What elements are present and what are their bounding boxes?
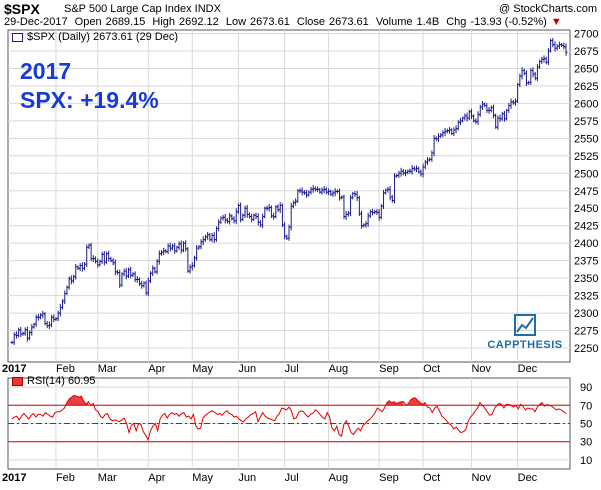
- credit: @ StockCharts.com: [499, 3, 597, 15]
- high-label: High: [152, 16, 176, 28]
- price-x-tick: Apr: [148, 363, 165, 375]
- quote-date: 29-Dec-2017: [4, 16, 68, 28]
- logo-text: CAPPTHESIS: [487, 339, 563, 351]
- chg-value: -13.93 (-0.52%): [470, 16, 547, 28]
- quote-line: 29-Dec-2017 Open 2689.15 High 2692.12 Low 2…: [4, 16, 566, 28]
- rsi-legend: RSI(14) 60.95: [12, 375, 95, 387]
- price-y-tick: 2600: [574, 98, 598, 110]
- price-panel-frame: [7, 29, 571, 363]
- price-y-tick: 2300: [574, 308, 598, 320]
- rsi-x-tick: Sep: [379, 472, 399, 484]
- price-x-tick: Feb: [56, 363, 75, 375]
- annotation-return: SPX: +19.4%: [20, 87, 159, 113]
- rsi-line: [11, 394, 567, 442]
- price-y-tick: 2675: [574, 46, 598, 58]
- price-y-tick: 2325: [574, 291, 598, 303]
- price-y-tick: 2550: [574, 133, 598, 145]
- price-y-tick: 2250: [574, 343, 598, 355]
- price-y-tick: 2575: [574, 116, 598, 128]
- rsi-x-tick: 2017: [2, 472, 26, 484]
- price-y-tick: 2525: [574, 151, 598, 163]
- rsi-overbought-fill: [66, 395, 89, 406]
- price-y-tick: 2350: [574, 273, 598, 285]
- rsi-y-tick: 90: [580, 382, 592, 394]
- rsi-x-tick: May: [192, 472, 213, 484]
- symbol: $SPX: [4, 1, 40, 17]
- rsi-x-tick: Nov: [471, 472, 491, 484]
- price-x-tick: Nov: [471, 363, 491, 375]
- low-value: 2673.61: [250, 16, 290, 28]
- high-value: 2692.12: [179, 16, 219, 28]
- price-y-tick: 2450: [574, 203, 598, 215]
- rsi-y-tick: 70: [580, 400, 592, 412]
- price-y-tick: 2500: [574, 168, 598, 180]
- price-y-tick: 2700: [574, 28, 598, 40]
- rsi-x-tick: Feb: [56, 472, 75, 484]
- price-x-tick: Sep: [379, 363, 399, 375]
- price-y-tick: 2475: [574, 186, 598, 198]
- price-legend-text: $SPX (Daily) 2673.61 (29 Dec): [27, 31, 179, 43]
- annotation-year: 2017: [20, 58, 72, 84]
- price-y-tick: 2625: [574, 81, 598, 93]
- rsi-x-tick: Jul: [285, 472, 299, 484]
- rsi-x-tick: Aug: [329, 472, 349, 484]
- volume-label: Volume: [375, 16, 413, 28]
- price-y-tick: 2650: [574, 63, 598, 75]
- logo: CAPPTHESIS: [480, 312, 570, 357]
- legend-swatch-icon: [12, 32, 23, 42]
- price-x-tick: Oct: [423, 363, 440, 375]
- rsi-y-tick: 10: [580, 455, 592, 467]
- rsi-x-tick: Mar: [98, 472, 117, 484]
- close-value: 2673.61: [329, 16, 369, 28]
- volume-value: 1.4B: [416, 16, 440, 28]
- rsi-x-tick: Dec: [518, 472, 538, 484]
- rsi-legend-text: RSI(14) 60.95: [27, 375, 96, 387]
- chg-label: Chg: [446, 16, 467, 28]
- close-label: Close: [296, 16, 325, 28]
- logo-chart-icon: [514, 314, 536, 336]
- open-label: Open: [74, 16, 102, 28]
- rsi-x-tick: Jun: [238, 472, 256, 484]
- price-x-tick: Aug: [329, 363, 349, 375]
- chg-down-icon: ▼: [550, 16, 562, 28]
- rsi-x-tick: Oct: [423, 472, 440, 484]
- price-x-tick: Jul: [285, 363, 299, 375]
- price-y-tick: 2275: [574, 326, 598, 338]
- price-y-tick: 2425: [574, 221, 598, 233]
- price-x-tick: Dec: [518, 363, 538, 375]
- open-value: 2689.15: [105, 16, 146, 28]
- index-name: S&P 500 Large Cap Index INDX: [64, 3, 221, 15]
- price-x-tick: Mar: [98, 363, 117, 375]
- rsi-y-tick: 30: [580, 437, 592, 449]
- price-x-tick: 2017: [2, 363, 26, 375]
- price-y-tick: 2375: [574, 256, 598, 268]
- low-label: Low: [225, 16, 247, 28]
- price-legend: $SPX (Daily) 2673.61 (29 Dec): [12, 31, 178, 43]
- price-x-tick: Jun: [238, 363, 256, 375]
- price-x-tick: May: [192, 363, 213, 375]
- chart-header: $SPX S&P 500 Large Cap Index INDX @ Stoc…: [0, 0, 601, 30]
- price-y-tick: 2400: [574, 238, 598, 250]
- rsi-x-tick: Apr: [148, 472, 165, 484]
- rsi-y-tick: 50: [580, 419, 592, 431]
- rsi-swatch-icon: [12, 376, 23, 386]
